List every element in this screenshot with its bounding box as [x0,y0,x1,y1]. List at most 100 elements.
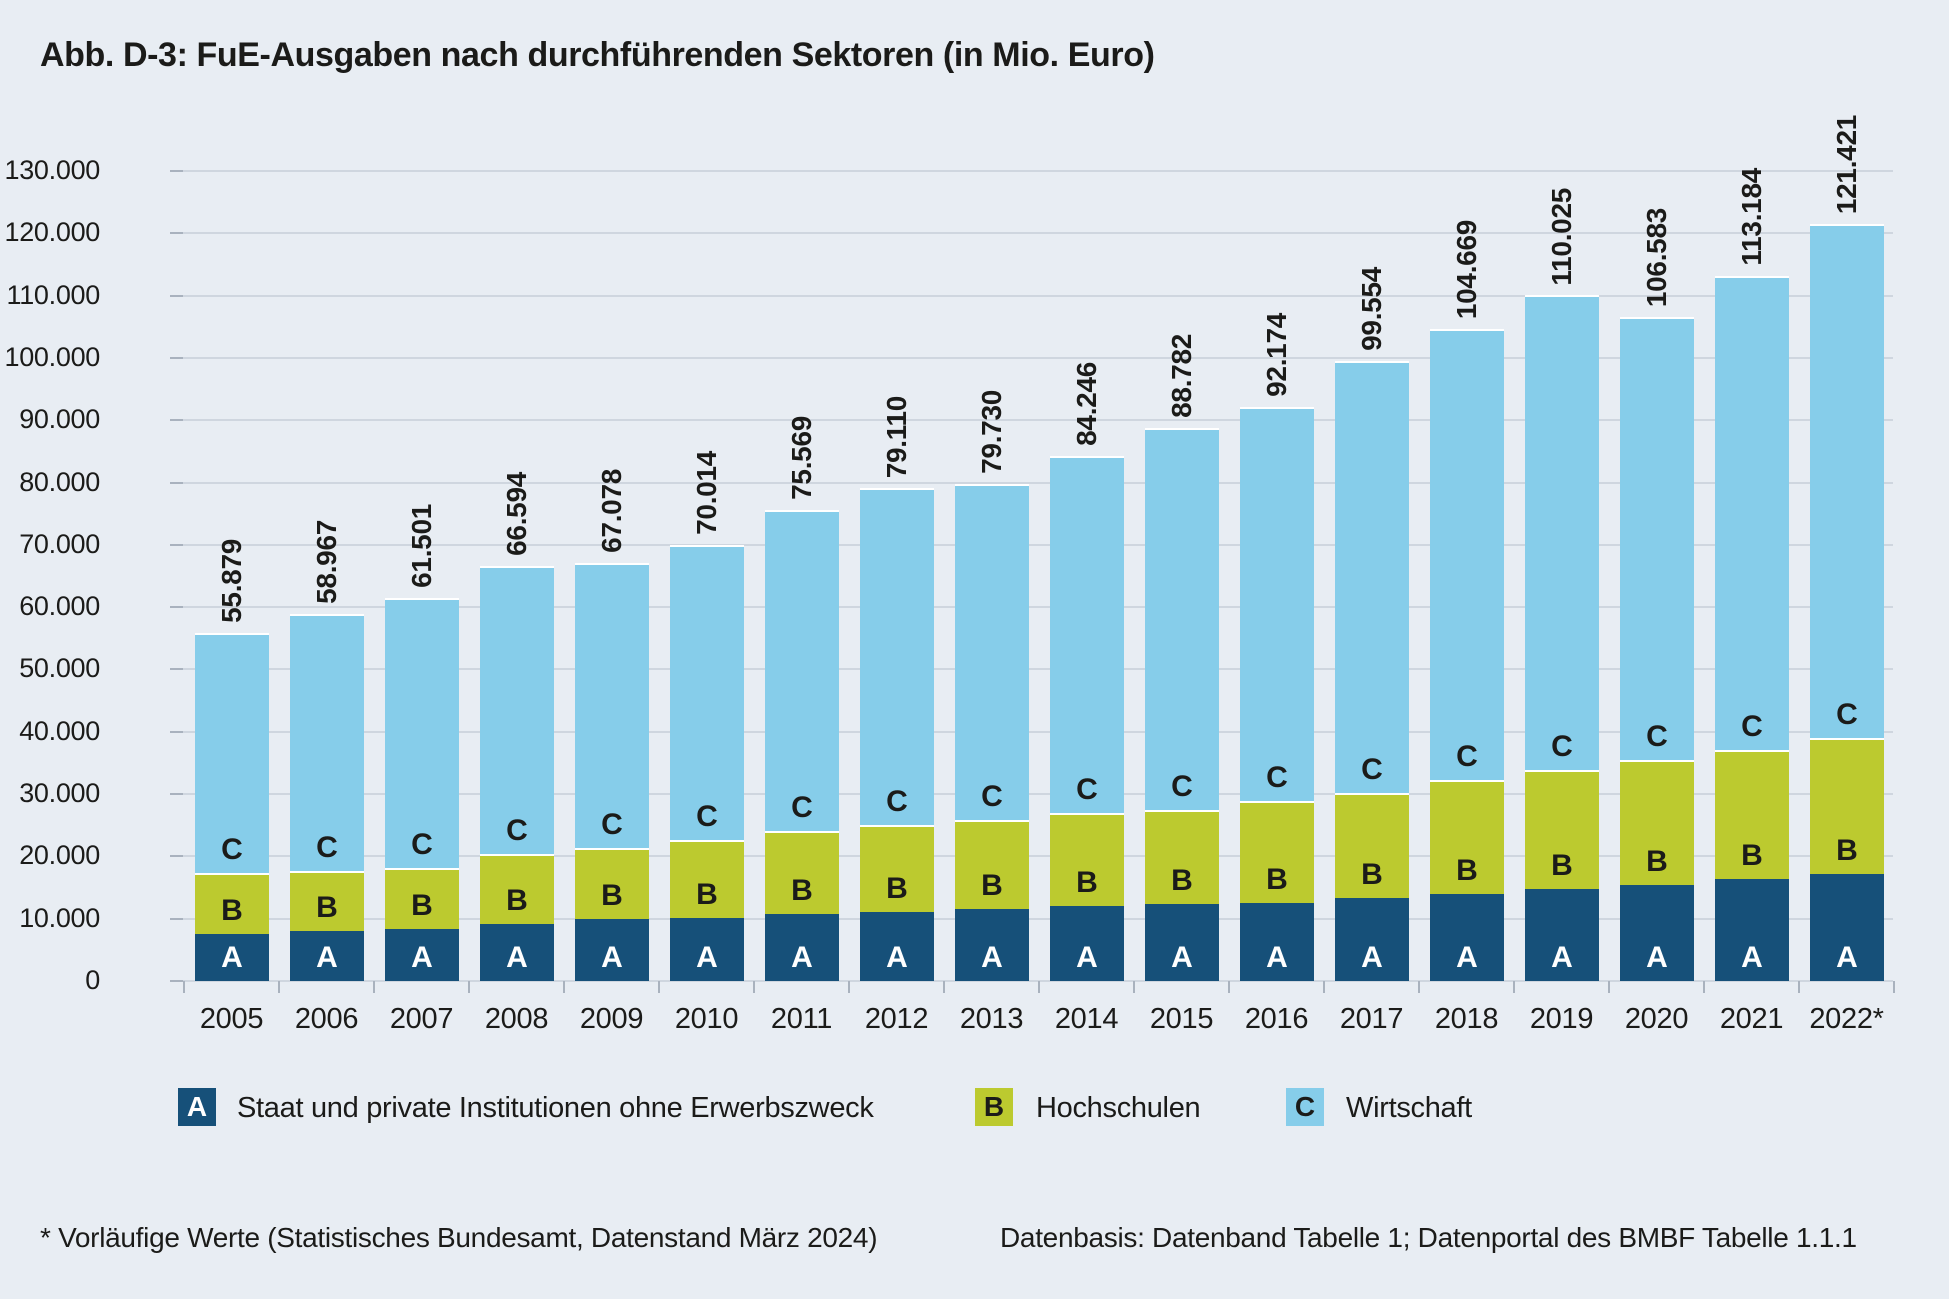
segment-a-2020: A [1620,885,1694,981]
segment-c-2009: C [575,563,649,848]
segment-a-2013: A [955,908,1029,981]
segment-a-2017: A [1335,898,1409,981]
segment-c-2012: C [860,488,934,826]
total-value-label: 79.730 [976,390,1007,475]
segment-c-2017: C [1335,360,1409,794]
x-axis-tick [1798,981,1800,993]
segment-letter-b: B [506,883,528,917]
segment-letter-b: B [696,878,718,912]
x-axis-tick [848,981,850,993]
gridline [183,419,1893,422]
y-axis-tick [170,543,183,546]
y-axis-tick [170,356,183,359]
segment-c-2022: C [1810,224,1884,738]
segment-letter-a: A [1171,941,1193,974]
segment-c-2019: C [1525,295,1599,771]
gridline [183,481,1893,484]
x-axis-tick [1608,981,1610,993]
gridline [183,730,1893,733]
gridline [183,668,1893,671]
x-axis-label-2016: 2016 [1244,1003,1309,1035]
segment-a-2018: A [1430,893,1504,981]
segment-letter-b: B [1646,845,1668,879]
segment-b-2016: B [1240,800,1314,903]
y-axis-label: 20.000 [19,840,100,871]
segment-letter-c: C [1456,740,1478,774]
x-axis-label-2005: 2005 [199,1003,264,1035]
segment-letter-c: C [1171,770,1193,804]
gridline [183,294,1893,297]
x-axis-label-2017: 2017 [1339,1003,1404,1035]
segment-c-2005: C [195,632,269,874]
segment-letter-c: C [601,807,623,841]
y-axis-label: 50.000 [19,653,100,684]
x-axis-tick [1228,981,1230,993]
x-axis-tick [183,981,185,993]
segment-letter-b: B [1551,848,1573,882]
y-axis-label: 40.000 [19,715,100,746]
segment-letter-b: B [601,879,623,913]
y-axis-tick [170,606,183,609]
total-value-label: 67.078 [596,469,627,554]
y-axis-tick [170,170,183,172]
gridline [183,917,1893,920]
segment-b-2007: B [385,867,459,929]
segment-letter-a: A [1266,941,1288,974]
segment-b-2008: B [480,853,554,924]
segment-letter-a: A [1836,941,1858,974]
segment-letter-c: C [886,785,908,819]
segment-letter-a: A [1741,941,1763,974]
segment-b-2017: B [1335,793,1409,899]
segment-a-2012: A [860,912,934,981]
segment-letter-a: A [1361,941,1383,974]
total-value-label: 70.014 [691,450,722,535]
segment-letter-b: B [1456,853,1478,887]
gridline [183,232,1893,235]
total-value-label: 66.594 [501,472,532,557]
segment-letter-a: A [1076,941,1098,974]
x-axis-label-2011: 2011 [770,1003,833,1035]
y-axis-label: 80.000 [19,466,100,497]
segment-b-2012: B [860,825,934,913]
segment-b-2020: B [1620,760,1694,886]
segment-c-2016: C [1240,406,1314,801]
y-axis-tick [170,917,183,920]
segment-letter-b: B [1361,858,1383,892]
gridline [183,543,1893,546]
segment-c-2007: C [385,597,459,868]
segment-letter-b: B [1836,833,1858,867]
segment-letter-a: A [696,941,718,974]
segment-a-2021: A [1715,878,1789,981]
legend-swatch-staat: A [178,1088,216,1126]
total-value-label: 104.669 [1451,219,1482,319]
x-axis-tick [1893,981,1895,993]
total-value-label: 84.246 [1071,362,1102,447]
segment-letter-b: B [316,891,338,925]
total-value-label: 121.421 [1831,115,1862,215]
segment-b-2011: B [765,830,839,914]
segment-letter-b: B [1266,862,1288,896]
gridline [183,606,1893,609]
x-axis-tick [943,981,945,993]
x-axis-tick [1513,981,1515,993]
segment-letter-a: A [791,941,813,974]
segment-b-2019: B [1525,770,1599,889]
segment-b-2022: B [1810,738,1884,874]
segment-b-2013: B [955,820,1029,909]
y-axis-tick [170,419,183,422]
segment-a-2014: A [1050,905,1124,981]
segment-a-2019: A [1525,888,1599,981]
x-axis-label-2014: 2014 [1054,1003,1119,1035]
segment-letter-c: C [791,790,813,824]
segment-b-2006: B [290,870,364,932]
x-axis-tick [1133,981,1135,993]
footnote-data-source: Datenbasis: Datenband Tabelle 1; Datenpo… [1000,1222,1857,1253]
segment-letter-a: A [316,941,338,974]
segment-b-2009: B [575,847,649,920]
segment-letter-b: B [1741,838,1763,872]
chart-title: Abb. D-3: FuE-Ausgaben nach durchführend… [40,36,1155,74]
segment-c-2020: C [1620,316,1694,761]
total-value-label: 75.569 [786,416,817,501]
segment-c-2014: C [1050,456,1124,814]
y-axis-tick [170,855,183,858]
